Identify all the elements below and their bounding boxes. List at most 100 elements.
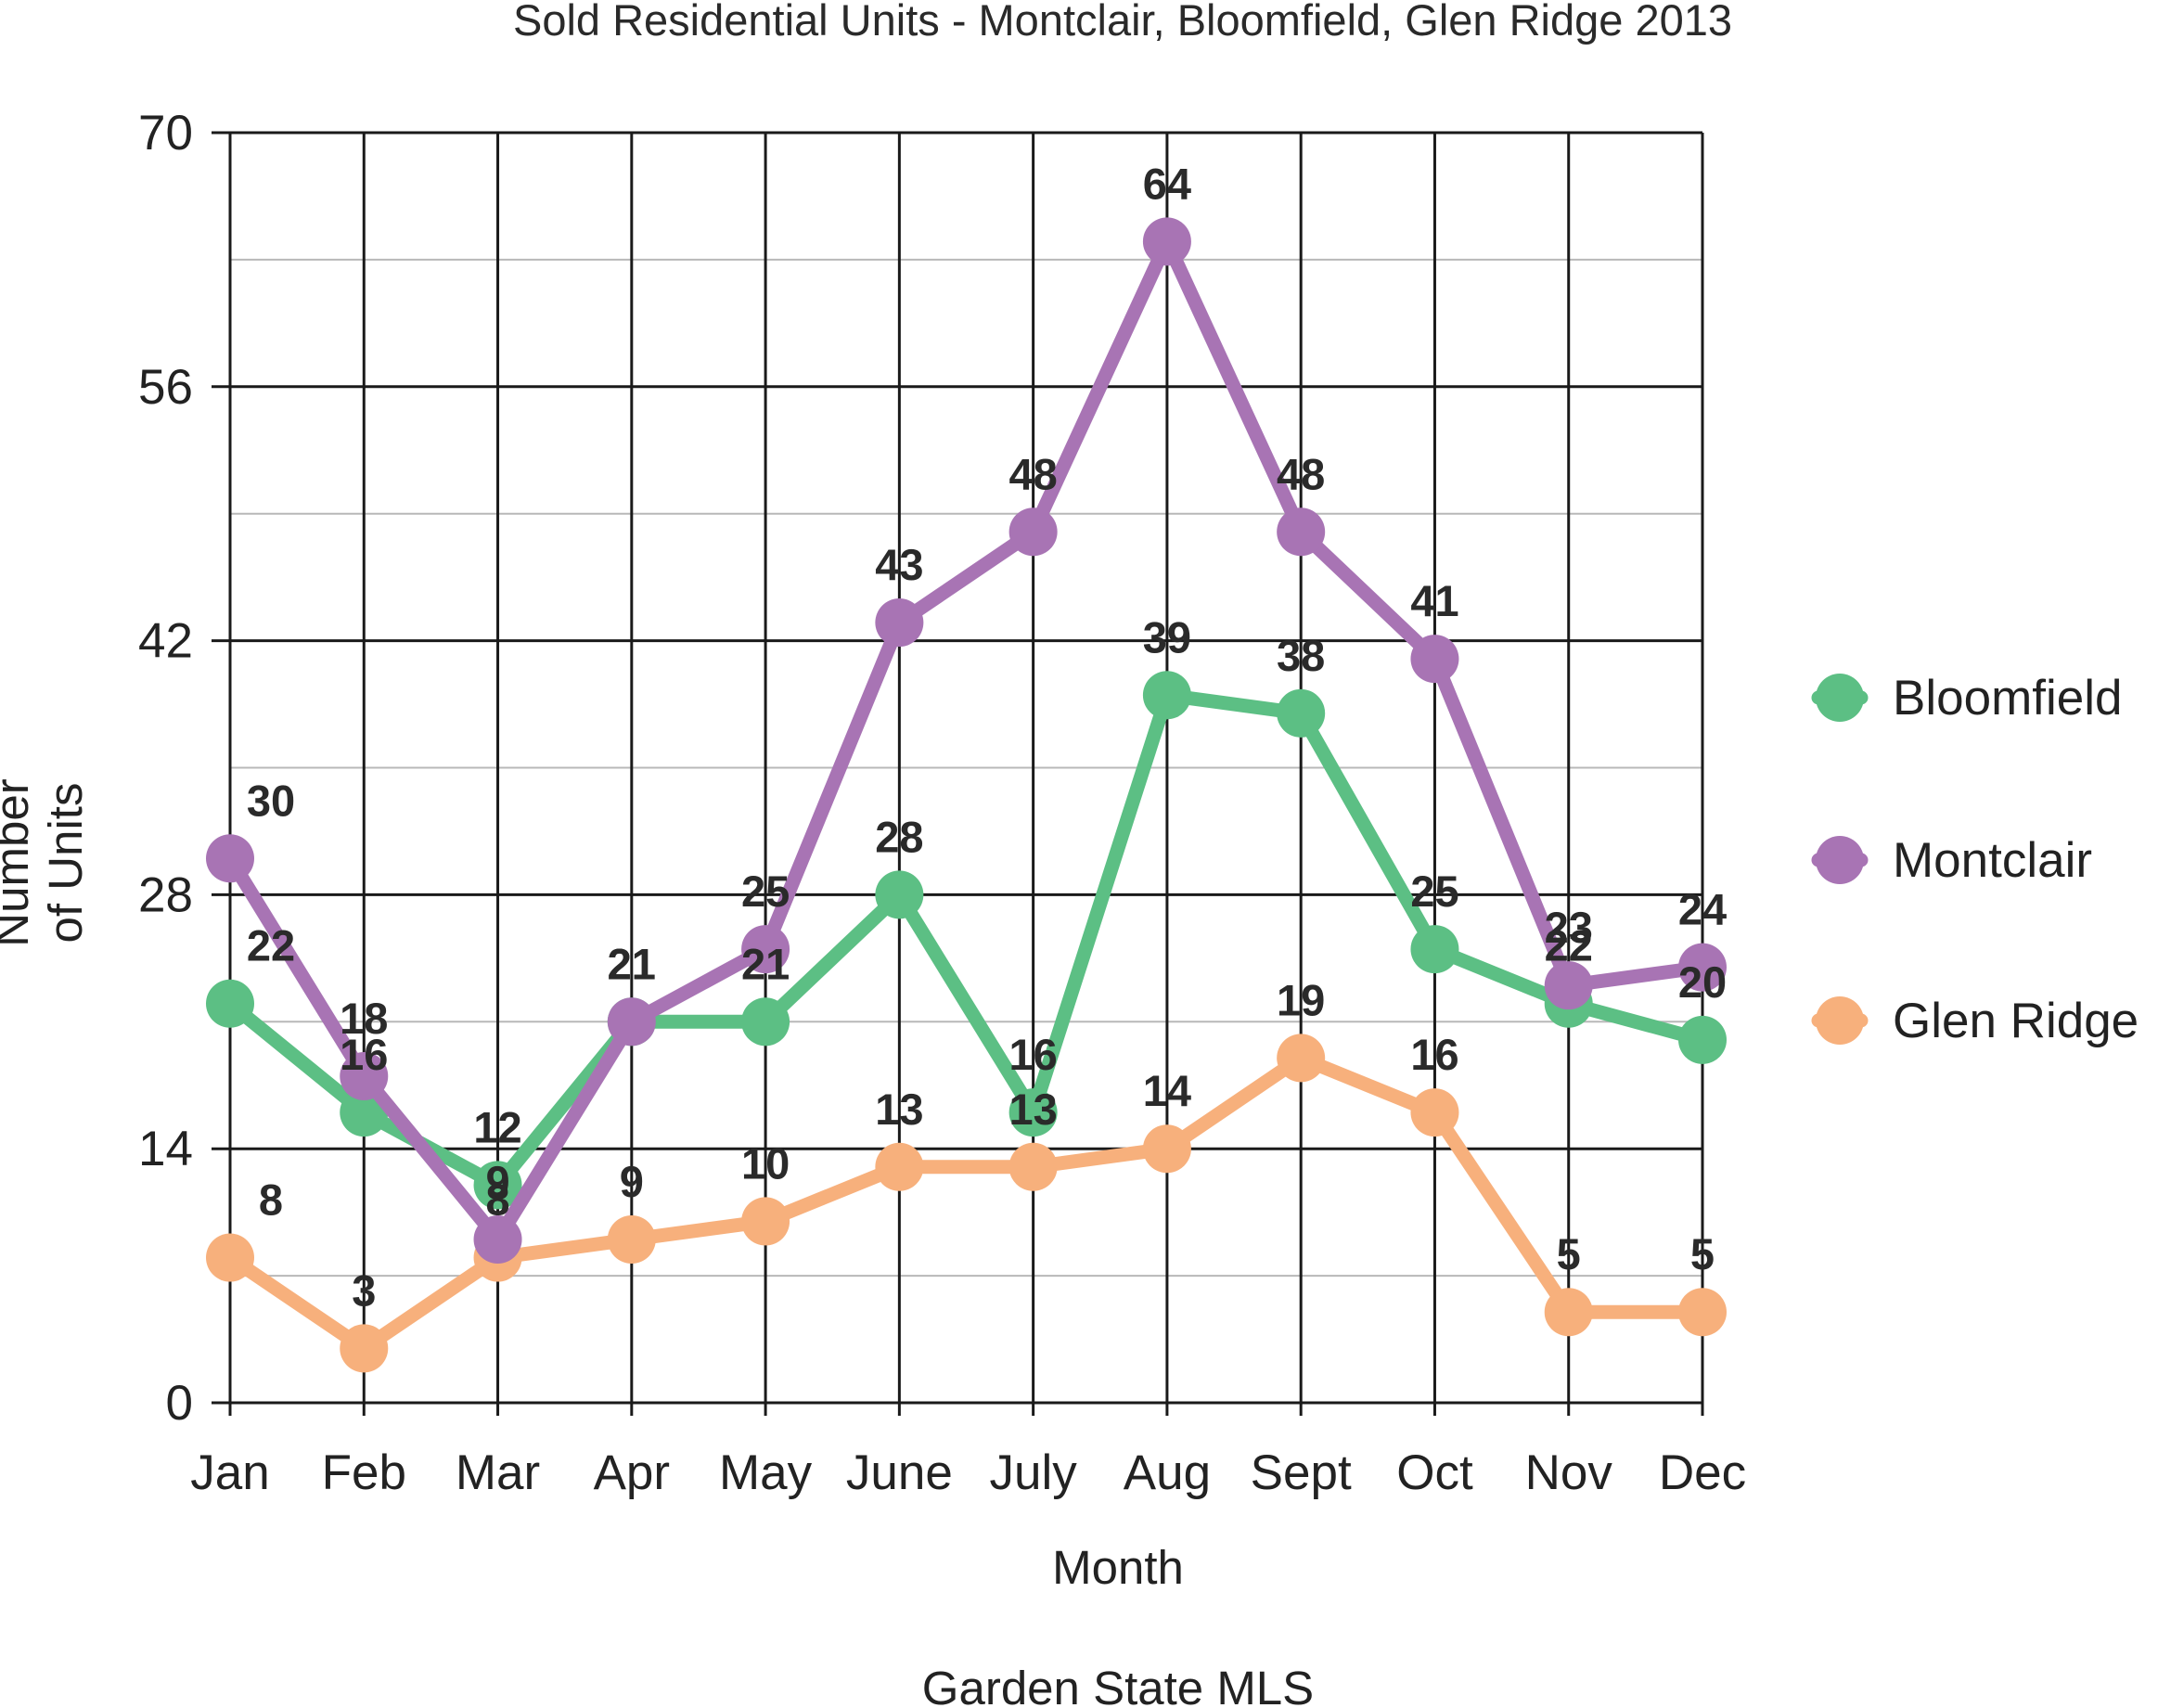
montclair-point bbox=[340, 1051, 389, 1100]
bloomfield-point bbox=[206, 979, 254, 1028]
montclair-point bbox=[206, 834, 254, 883]
glen-ridge-data-label: 13 bbox=[1008, 1085, 1057, 1134]
y-tick-label: 14 bbox=[138, 1122, 193, 1176]
x-tick-label: Jan bbox=[190, 1445, 269, 1500]
x-tick-label: Nov bbox=[1525, 1445, 1613, 1500]
montclair-data-label: 9 bbox=[485, 1157, 509, 1206]
montclair-point bbox=[1678, 943, 1727, 992]
glen-ridge-point bbox=[1678, 1288, 1727, 1337]
montclair-point bbox=[1544, 961, 1593, 1010]
montclair-data-label: 18 bbox=[340, 994, 388, 1043]
legend: Bloomfield Montclair Glen Ridge bbox=[1811, 671, 2139, 1048]
bloomfield-data-label: 22 bbox=[247, 921, 295, 970]
bloomfield-data-label: 25 bbox=[1410, 867, 1458, 916]
glen-ridge-data-label: 13 bbox=[875, 1085, 923, 1134]
montclair-data-label: 64 bbox=[1143, 159, 1191, 208]
bloomfield-data-label: 22 bbox=[1545, 921, 1593, 970]
bloomfield-point bbox=[1142, 671, 1191, 720]
montclair-data-label: 21 bbox=[608, 939, 656, 988]
axes: 0 14 28 42 56 70 Jan Feb Mar Apr May June July Aug Sep… bbox=[138, 106, 1746, 1500]
legend-label-glen-ridge: Glen Ridge bbox=[1893, 994, 2139, 1048]
bloomfield-point bbox=[1277, 688, 1326, 738]
glen-ridge-data-label: 5 bbox=[1690, 1229, 1715, 1278]
series-layer bbox=[206, 217, 1727, 1373]
chart-title: Sold Residential Units - Montclair, Bloo… bbox=[513, 0, 1732, 45]
bloomfield-data-label: 21 bbox=[741, 939, 790, 988]
x-axis-label: Month bbox=[1052, 1541, 1184, 1594]
montclair-data-label: 41 bbox=[1410, 576, 1458, 625]
bloomfield-data-label: 28 bbox=[875, 812, 923, 861]
bloomfield-point bbox=[1678, 1015, 1727, 1064]
glen-ridge-point bbox=[741, 1197, 790, 1246]
source-footer: Garden State MLS bbox=[922, 1662, 1314, 1708]
glen-ridge-data-label: 19 bbox=[1277, 975, 1325, 1024]
bloomfield-point bbox=[473, 1161, 522, 1210]
x-tick-label: Aug bbox=[1124, 1445, 1211, 1500]
glen-ridge-point bbox=[1410, 1088, 1459, 1137]
bloomfield-data-label: 12 bbox=[473, 1102, 521, 1151]
montclair-point bbox=[875, 598, 924, 648]
bloomfield-data-label: 21 bbox=[608, 939, 656, 988]
glen-ridge-point bbox=[340, 1324, 389, 1373]
y-axis-label-line: Number bbox=[0, 778, 38, 946]
x-tick-label: July bbox=[990, 1445, 1078, 1500]
x-tick-label: Apr bbox=[594, 1445, 670, 1500]
bloomfield-data-label: 20 bbox=[1678, 957, 1727, 1007]
x-tick-label: Feb bbox=[322, 1445, 406, 1500]
glen-ridge-data-label: 3 bbox=[352, 1265, 376, 1315]
glen-ridge-point bbox=[607, 1214, 656, 1264]
montclair-point bbox=[1008, 507, 1058, 557]
x-tick-label: Oct bbox=[1396, 1445, 1473, 1500]
glen-ridge-data-label: 8 bbox=[259, 1175, 283, 1225]
legend-swatch-bloomfield bbox=[1816, 674, 1864, 722]
y-tick-label: 70 bbox=[138, 106, 193, 161]
montclair-data-label: 23 bbox=[1545, 903, 1593, 952]
glen-ridge-point bbox=[1008, 1142, 1058, 1191]
y-axis-label-line: of Units bbox=[39, 783, 92, 944]
glen-ridge-data-label: 10 bbox=[741, 1138, 790, 1188]
glen-ridge-point bbox=[1142, 1124, 1191, 1174]
x-tick-label: Sept bbox=[1251, 1445, 1352, 1500]
bloomfield-data-label: 39 bbox=[1143, 612, 1191, 661]
glen-ridge-point bbox=[875, 1142, 924, 1191]
glen-ridge-point bbox=[206, 1233, 254, 1282]
glen-ridge-data-label: 8 bbox=[485, 1175, 509, 1225]
montclair-point bbox=[1277, 507, 1326, 557]
glen-ridge-point bbox=[1544, 1288, 1593, 1337]
glen-ridge-data-label: 14 bbox=[1143, 1066, 1191, 1115]
glen-ridge-data-label: 5 bbox=[1557, 1229, 1581, 1278]
bloomfield-point bbox=[1410, 925, 1459, 974]
bloomfield-data-label: 16 bbox=[340, 1030, 388, 1079]
montclair-data-label: 48 bbox=[1008, 449, 1057, 498]
y-tick-label: 0 bbox=[166, 1376, 193, 1431]
montclair-point bbox=[1142, 217, 1191, 266]
montclair-data-label: 24 bbox=[1678, 885, 1727, 934]
montclair-data-label: 25 bbox=[741, 867, 790, 916]
y-axis-label: Numberof Units bbox=[0, 778, 92, 946]
glen-ridge-line bbox=[223, 1050, 1710, 1355]
y-tick-label: 56 bbox=[138, 360, 193, 415]
bloomfield-data-label: 16 bbox=[1008, 1030, 1057, 1079]
x-tick-label: Mar bbox=[456, 1445, 540, 1500]
x-tick-label: Dec bbox=[1659, 1445, 1746, 1500]
bloomfield-point bbox=[741, 997, 790, 1047]
legend-swatch-glen-ridge bbox=[1816, 996, 1864, 1045]
montclair-data-label: 43 bbox=[875, 540, 923, 589]
montclair-point bbox=[607, 997, 656, 1047]
y-tick-label: 42 bbox=[138, 614, 193, 669]
montclair-point bbox=[741, 925, 790, 974]
glen-ridge-point bbox=[1277, 1034, 1326, 1083]
y-tick-label: 28 bbox=[138, 867, 193, 922]
bloomfield-point bbox=[1008, 1088, 1058, 1137]
legend-label-bloomfield: Bloomfield bbox=[1893, 671, 2122, 726]
montclair-point bbox=[1410, 635, 1459, 684]
glen-ridge-data-label: 16 bbox=[1410, 1030, 1458, 1079]
montclair-point bbox=[473, 1214, 522, 1264]
bloomfield-data-label: 38 bbox=[1277, 631, 1325, 680]
x-tick-label: June bbox=[846, 1445, 953, 1500]
montclair-data-label: 48 bbox=[1277, 449, 1325, 498]
montclair-line bbox=[223, 234, 1710, 1247]
bloomfield-point bbox=[875, 870, 924, 919]
